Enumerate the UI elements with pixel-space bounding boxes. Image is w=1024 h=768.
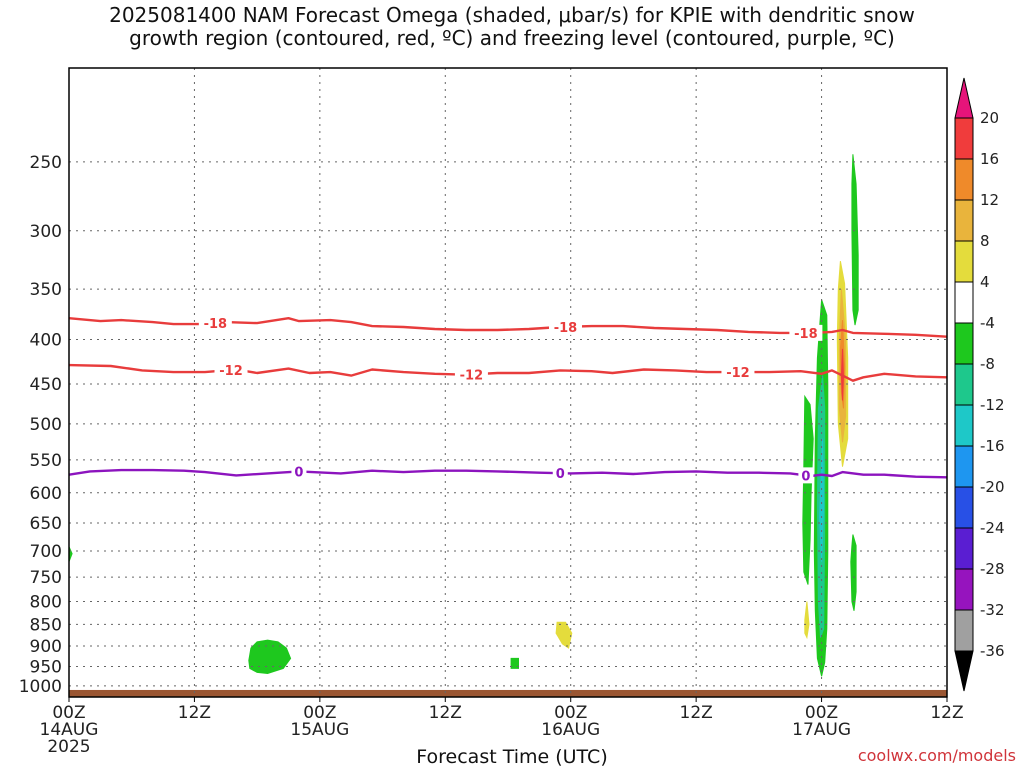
y-tick-label-10: 750 (30, 568, 62, 588)
omega-area-0 (248, 639, 292, 675)
colorbar-label-2: 12 (980, 191, 999, 209)
contour-label-2-0: 0 (294, 465, 303, 480)
x-tick-label-6-1: 17AUG (792, 720, 851, 740)
contour-label-bg-0-1 (548, 318, 582, 335)
colorbar-label-7: -12 (980, 396, 1005, 414)
contour-label-bg-2-2 (798, 467, 814, 484)
colorbar-top-arrow (954, 77, 974, 119)
x-tick-label-3-0: 12Z (429, 703, 462, 723)
colorbar-label-1: 16 (980, 150, 999, 168)
y-tick-label-6: 550 (30, 451, 62, 471)
contour-label-bg-1-0 (214, 361, 248, 378)
colorbar-label-9: -20 (980, 478, 1005, 496)
colorbar-bin-2 (954, 199, 974, 242)
colorbar-bin-9 (954, 486, 974, 529)
chart-title-line-1: 2025081400 NAM Forecast Omega (shaded, μ… (109, 3, 915, 27)
colorbar-bin-7 (954, 404, 974, 447)
colorbar-bin-5 (954, 322, 974, 365)
colorbar-bin-12 (954, 609, 974, 652)
colorbar-bottom-arrow (954, 650, 974, 692)
x-tick-label-0-1: 14AUG (40, 720, 99, 740)
colorbar-label-8: -16 (980, 437, 1005, 455)
x-tick-label-2-1: 15AUG (290, 720, 349, 740)
x-tick-label-1-0: 12Z (178, 703, 211, 723)
x-tick-label-0-0: 00Z (52, 703, 85, 723)
omega-area-5 (804, 601, 810, 640)
contour-label-bg-0-0 (198, 315, 232, 332)
colorbar-label-13: -36 (980, 642, 1005, 660)
contour-label-bg-2-0 (291, 463, 307, 480)
y-tick-label-14: 950 (30, 657, 62, 677)
y-tick-label-0: 250 (30, 153, 62, 173)
y-tick-label-8: 650 (30, 514, 62, 534)
y-tick-label-15: 1000 (19, 677, 62, 697)
omega-area-13 (851, 154, 859, 326)
plot-area (69, 68, 947, 697)
contour-label-0-2: -18 (794, 327, 818, 342)
x-tick-label-4-0: 00Z (554, 703, 587, 723)
colorbar-bin-3 (954, 240, 974, 283)
colorbar-label-5: -4 (980, 314, 995, 332)
contour-label-bg-1-1 (454, 366, 488, 383)
colorbar-label-6: -8 (980, 355, 995, 373)
x-axis-title: Forecast Time (UTC) (416, 746, 608, 768)
x-tick-label-5-0: 12Z (680, 703, 713, 723)
contour-label-0-1: -18 (554, 321, 578, 336)
omega-area-8 (818, 438, 825, 562)
colorbar-bin-11 (954, 568, 974, 611)
colorbar-bin-1 (954, 158, 974, 201)
chart-title: 2025081400 NAM Forecast Omega (shaded, μ… (0, 4, 1024, 50)
x-tick-label-2-0: 00Z (303, 703, 336, 723)
y-tick-label-3: 400 (30, 331, 62, 351)
contour-label-2-1: 0 (556, 467, 565, 482)
y-tick-label-11: 800 (30, 592, 62, 612)
omega-area-4 (802, 394, 814, 585)
y-tick-label-1: 300 (30, 222, 62, 242)
y-tick-label-9: 700 (30, 542, 62, 562)
colorbar-label-12: -32 (980, 601, 1005, 619)
contour-label-1-2: -12 (726, 366, 750, 381)
ground-band (69, 689, 947, 697)
omega-area-2 (555, 621, 573, 649)
contour-label-2-2: 0 (801, 469, 810, 484)
colorbar-bin-6 (954, 363, 974, 406)
y-tick-label-7: 600 (30, 484, 62, 504)
colorbar-bin-10 (954, 527, 974, 570)
contour-label-bg-2-1 (552, 465, 568, 482)
y-tick-label-13: 900 (30, 637, 62, 657)
contour-label-0-0: -18 (204, 317, 228, 332)
source-credit[interactable]: coolwx.com/models (857, 746, 1016, 765)
omega-area-1 (510, 657, 519, 669)
contour-label-1-1: -12 (460, 368, 484, 383)
colorbar-label-11: -28 (980, 560, 1005, 578)
colorbar-bin-0 (954, 117, 974, 160)
contour-label-bg-1-2 (721, 364, 755, 381)
y-tick-label-4: 450 (30, 375, 62, 395)
colorbar-bin-8 (954, 445, 974, 488)
colorbar-label-3: 8 (980, 232, 990, 250)
colorbar-label-10: -24 (980, 519, 1005, 537)
x-tick-label-4-1: 16AUG (541, 720, 600, 740)
colorbar-label-0: 20 (980, 109, 999, 127)
chart-title-line-2: growth region (contoured, red, ºC) and f… (129, 26, 895, 50)
contour-label-1-0: -12 (219, 364, 243, 379)
omega-area-14 (850, 534, 857, 611)
x-tick-label-0-2: 2025 (47, 737, 90, 757)
colorbar-bin-4 (954, 281, 974, 324)
contour-label-bg-0-2 (789, 324, 823, 341)
x-tick-label-6-0: 00Z (805, 703, 838, 723)
y-tick-label-2: 350 (30, 280, 62, 300)
y-tick-label-12: 850 (30, 615, 62, 635)
y-tick-label-5: 500 (30, 415, 62, 435)
x-tick-label-7-0: 12Z (930, 703, 963, 723)
colorbar-label-4: 4 (980, 273, 990, 291)
